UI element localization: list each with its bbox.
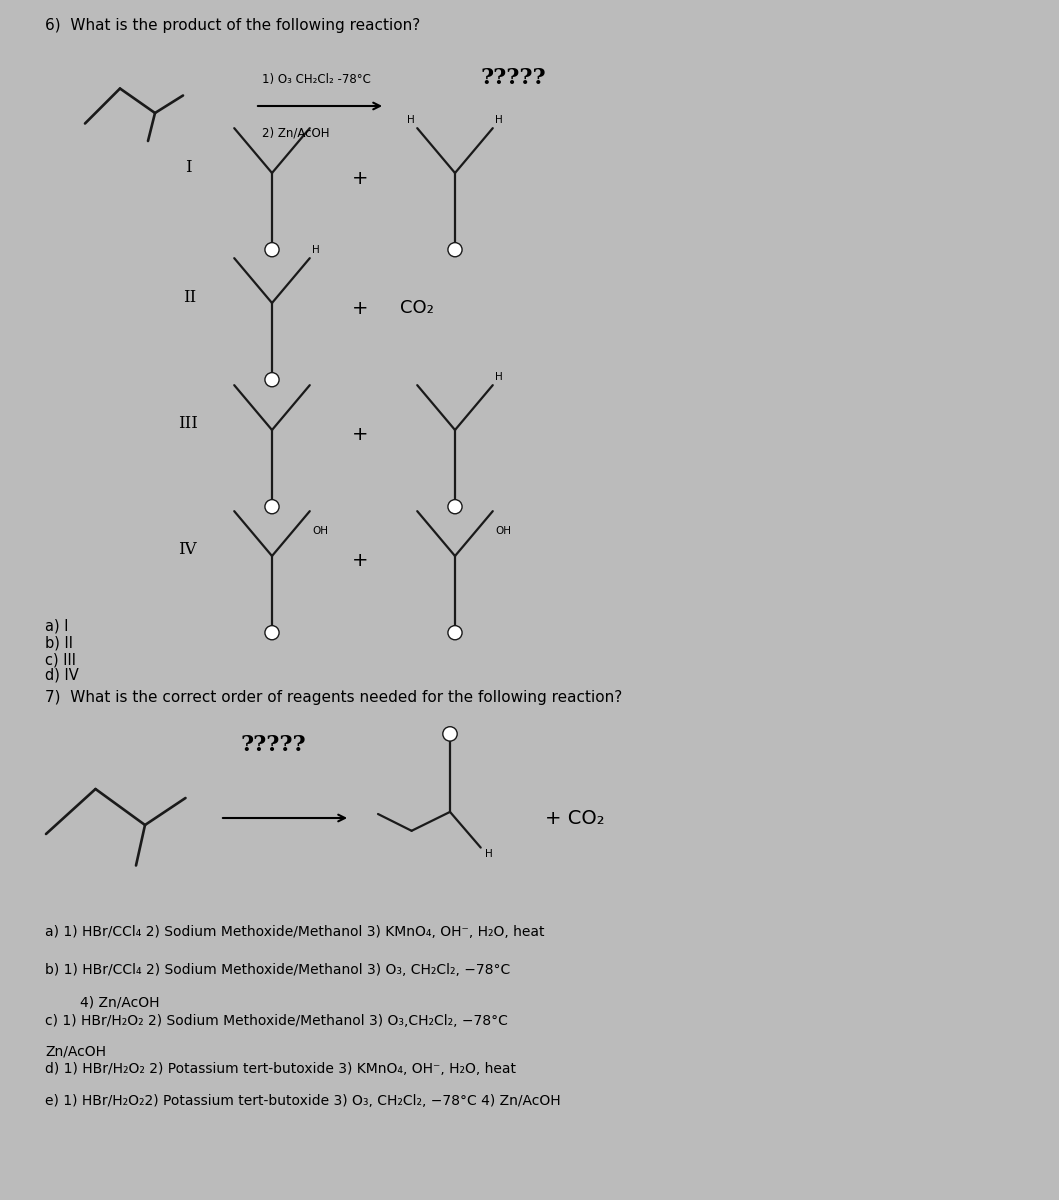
Text: H: H: [407, 115, 415, 125]
Text: III: III: [178, 415, 198, 432]
Text: Zn/AcOH: Zn/AcOH: [44, 1045, 106, 1058]
Text: H: H: [496, 115, 503, 125]
Text: OH: OH: [496, 527, 511, 536]
Text: 7)  What is the correct order of reagents needed for the following reaction?: 7) What is the correct order of reagents…: [44, 690, 623, 706]
Text: c) 1) HBr/H₂O₂ 2) Sodium Methoxide/Methanol 3) O₃,CH₂Cl₂, −78°C: c) 1) HBr/H₂O₂ 2) Sodium Methoxide/Metha…: [44, 1014, 508, 1028]
Circle shape: [265, 625, 280, 640]
Text: a) I: a) I: [44, 618, 69, 634]
Text: +: +: [352, 168, 369, 187]
Circle shape: [443, 727, 457, 742]
Circle shape: [265, 499, 280, 514]
Text: b) 1) HBr/CCl₄ 2) Sodium Methoxide/Methanol 3) O₃, CH₂Cl₂, −78°C: b) 1) HBr/CCl₄ 2) Sodium Methoxide/Metha…: [44, 962, 510, 977]
Text: ?????: ?????: [480, 67, 545, 89]
Text: I: I: [185, 158, 192, 175]
Text: d) IV: d) IV: [44, 667, 78, 683]
Text: a) 1) HBr/CCl₄ 2) Sodium Methoxide/Methanol 3) KMnO₄, OH⁻, H₂O, heat: a) 1) HBr/CCl₄ 2) Sodium Methoxide/Metha…: [44, 925, 544, 938]
Text: II: II: [183, 288, 196, 306]
Text: IV: IV: [178, 541, 197, 558]
Text: 6)  What is the product of the following reaction?: 6) What is the product of the following …: [44, 18, 420, 32]
Text: OH: OH: [312, 527, 328, 536]
Text: 1) O₃ CH₂Cl₂ -78°C: 1) O₃ CH₂Cl₂ -78°C: [262, 73, 371, 86]
Text: H: H: [312, 245, 320, 254]
Text: H: H: [485, 848, 492, 859]
Text: ?????: ?????: [240, 734, 306, 756]
Circle shape: [448, 242, 462, 257]
Text: c) III: c) III: [44, 653, 76, 667]
Text: +: +: [352, 552, 369, 570]
Text: H: H: [496, 372, 503, 382]
Text: b) II: b) II: [44, 636, 73, 650]
Circle shape: [448, 499, 462, 514]
Circle shape: [448, 625, 462, 640]
Text: CO₂: CO₂: [400, 299, 434, 317]
Text: 2) Zn/AcOH: 2) Zn/AcOH: [262, 126, 329, 139]
Circle shape: [265, 242, 280, 257]
Text: +: +: [352, 299, 369, 318]
Text: +: +: [352, 426, 369, 444]
Circle shape: [265, 373, 280, 386]
Text: e) 1) HBr/H₂O₂2) Potassium tert-butoxide 3) O₃, CH₂Cl₂, −78°C 4) Zn/AcOH: e) 1) HBr/H₂O₂2) Potassium tert-butoxide…: [44, 1094, 560, 1108]
Text: 4) Zn/AcOH: 4) Zn/AcOH: [44, 996, 160, 1010]
Text: + CO₂: + CO₂: [545, 809, 605, 828]
Text: d) 1) HBr/H₂O₂ 2) Potassium tert-butoxide 3) KMnO₄, OH⁻, H₂O, heat: d) 1) HBr/H₂O₂ 2) Potassium tert-butoxid…: [44, 1062, 516, 1075]
